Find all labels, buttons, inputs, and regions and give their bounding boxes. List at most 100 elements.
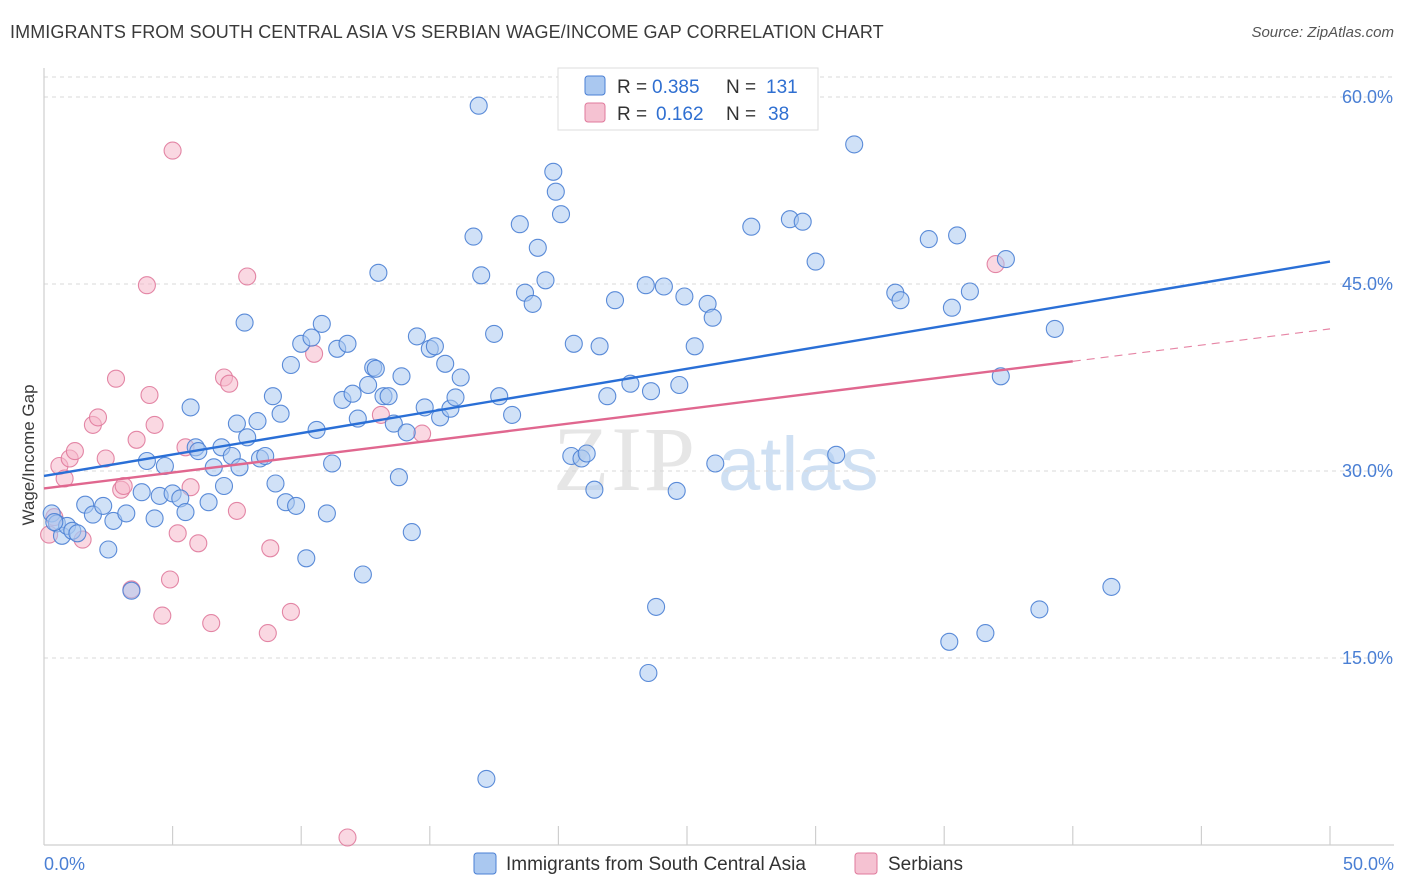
data-point-south-central-asia bbox=[742, 217, 761, 236]
chart-title: IMMIGRANTS FROM SOUTH CENTRAL ASIA VS SE… bbox=[10, 22, 884, 42]
data-point-serbians bbox=[227, 501, 246, 520]
data-point-south-central-asia bbox=[510, 215, 529, 234]
data-point-south-central-asia bbox=[425, 337, 444, 356]
data-point-south-central-asia bbox=[706, 454, 725, 473]
data-point-south-central-asia bbox=[214, 476, 234, 496]
data-point-south-central-asia bbox=[793, 212, 812, 231]
data-point-south-central-asia bbox=[991, 367, 1010, 386]
source-label: Source: ZipAtlas.com bbox=[1251, 24, 1394, 41]
data-point-serbians bbox=[220, 374, 239, 393]
data-point-south-central-asia bbox=[45, 513, 64, 532]
data-point-south-central-asia bbox=[996, 250, 1015, 269]
data-point-south-central-asia bbox=[389, 468, 408, 487]
y-tick-label: 30.0% bbox=[1342, 461, 1393, 481]
data-point-south-central-asia bbox=[827, 445, 846, 464]
trend-line-serbians-extension bbox=[1072, 328, 1331, 362]
bottom-legend-swatch-blue bbox=[473, 852, 497, 875]
y-tick-label: 60.0% bbox=[1342, 87, 1393, 107]
data-point-south-central-asia bbox=[976, 624, 995, 643]
data-point-south-central-asia bbox=[577, 444, 596, 463]
data-point-serbians bbox=[168, 524, 187, 543]
data-point-south-central-asia bbox=[392, 367, 411, 386]
data-point-south-central-asia bbox=[266, 474, 285, 493]
data-point-south-central-asia bbox=[1030, 600, 1049, 619]
data-point-south-central-asia bbox=[1045, 319, 1064, 338]
trend-lines bbox=[43, 260, 1331, 490]
data-point-south-central-asia bbox=[536, 271, 555, 290]
trend-line-south-central-asia bbox=[43, 260, 1331, 478]
data-point-south-central-asia bbox=[544, 162, 563, 181]
data-point-south-central-asia bbox=[407, 327, 426, 346]
data-point-south-central-asia bbox=[564, 334, 583, 353]
data-point-south-central-asia bbox=[436, 354, 455, 373]
data-point-south-central-asia bbox=[271, 404, 290, 423]
data-point-serbians bbox=[140, 385, 159, 405]
data-point-south-central-asia bbox=[845, 135, 864, 154]
data-point-serbians bbox=[137, 276, 156, 295]
data-point-serbians bbox=[181, 478, 200, 497]
data-point-south-central-asia bbox=[297, 549, 316, 568]
data-point-serbians bbox=[163, 141, 182, 160]
data-point-south-central-asia bbox=[590, 337, 609, 356]
data-point-south-central-asia bbox=[402, 523, 421, 542]
data-point-serbians bbox=[281, 602, 300, 621]
data-point-south-central-asia bbox=[359, 375, 378, 395]
data-point-south-central-asia bbox=[281, 355, 300, 375]
legend-n-value: 131 bbox=[766, 77, 798, 98]
data-point-south-central-asia bbox=[675, 287, 694, 306]
legend-swatch-pink bbox=[584, 102, 606, 123]
data-point-south-central-asia bbox=[181, 398, 200, 417]
data-point-south-central-asia bbox=[176, 503, 195, 522]
data-point-south-central-asia bbox=[230, 458, 249, 477]
data-point-south-central-asia bbox=[528, 238, 547, 257]
data-point-south-central-asia bbox=[145, 509, 164, 528]
data-point-south-central-asia bbox=[199, 493, 218, 512]
data-point-south-central-asia bbox=[942, 298, 961, 317]
data-point-south-central-asia bbox=[639, 663, 658, 683]
data-point-south-central-asia bbox=[338, 334, 357, 353]
data-point-south-central-asia bbox=[227, 414, 246, 433]
legend-r-value: 0.162 bbox=[656, 104, 704, 125]
bottom-legend: Immigrants from South Central Asia Serbi… bbox=[473, 852, 963, 875]
legend-swatch-blue bbox=[584, 75, 606, 96]
legend-r-label: R = bbox=[617, 104, 647, 125]
data-point-south-central-asia bbox=[546, 182, 565, 201]
data-point-south-central-asia bbox=[312, 314, 331, 333]
data-point-serbians bbox=[189, 534, 208, 553]
data-point-south-central-asia bbox=[379, 387, 398, 406]
data-point-south-central-asia bbox=[598, 387, 617, 406]
data-point-serbians bbox=[261, 539, 280, 558]
data-point-south-central-asia bbox=[667, 481, 686, 500]
data-point-south-central-asia bbox=[99, 540, 118, 559]
data-point-south-central-asia bbox=[235, 313, 254, 332]
data-point-serbians bbox=[160, 570, 180, 589]
data-point-south-central-asia bbox=[94, 496, 113, 515]
legend-r-value: 0.385 bbox=[652, 77, 700, 98]
data-point-south-central-asia bbox=[636, 276, 655, 295]
data-point-south-central-asia bbox=[703, 308, 722, 327]
data-point-serbians bbox=[413, 424, 432, 443]
data-point-south-central-asia bbox=[122, 581, 141, 600]
y-tick-labels: 15.0% 30.0% 45.0% 60.0% bbox=[1342, 87, 1393, 668]
data-point-serbians bbox=[96, 449, 115, 468]
bottom-legend-swatch-pink bbox=[854, 852, 878, 875]
data-point-south-central-asia bbox=[469, 96, 488, 115]
data-point-south-central-asia bbox=[477, 769, 496, 788]
bottom-legend-label-blue: Immigrants from South Central Asia bbox=[506, 854, 806, 875]
data-point-south-central-asia bbox=[585, 480, 604, 499]
data-point-serbians bbox=[106, 369, 126, 388]
data-point-south-central-asia bbox=[605, 291, 625, 310]
data-point-south-central-asia bbox=[464, 227, 483, 246]
data-point-south-central-asia bbox=[397, 423, 416, 442]
legend-n-value: 38 bbox=[768, 104, 789, 125]
data-point-south-central-asia bbox=[353, 565, 372, 584]
data-point-south-central-asia bbox=[132, 483, 151, 502]
data-point-south-central-asia bbox=[919, 230, 938, 249]
data-point-south-central-asia bbox=[891, 291, 910, 310]
x-tick-label-min: 0.0% bbox=[44, 854, 85, 874]
data-point-south-central-asia bbox=[641, 382, 661, 401]
legend-r-label: R = bbox=[617, 77, 647, 98]
data-point-south-central-asia bbox=[1102, 577, 1121, 596]
data-point-serbians bbox=[258, 624, 277, 643]
